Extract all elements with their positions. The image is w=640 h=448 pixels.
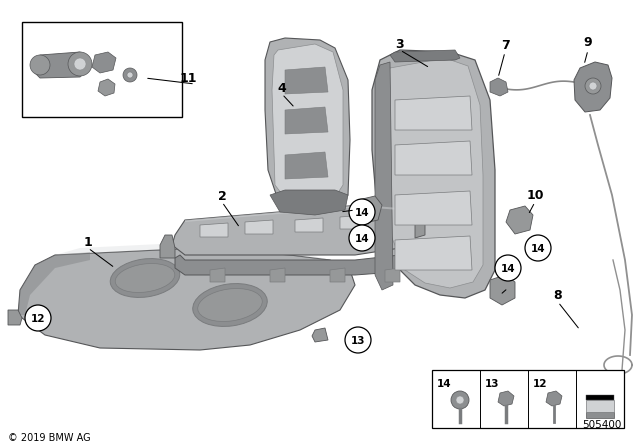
Polygon shape — [382, 58, 483, 288]
Ellipse shape — [198, 289, 262, 322]
Polygon shape — [285, 152, 328, 179]
Ellipse shape — [193, 284, 268, 327]
Bar — [22, 22, 182, 117]
Text: 2: 2 — [218, 190, 227, 202]
Text: 9: 9 — [584, 35, 592, 48]
Ellipse shape — [115, 263, 175, 293]
Polygon shape — [185, 205, 415, 222]
Polygon shape — [586, 412, 614, 418]
Polygon shape — [18, 252, 90, 315]
Circle shape — [451, 391, 469, 409]
Circle shape — [345, 327, 371, 353]
Polygon shape — [372, 50, 495, 298]
Text: 1: 1 — [84, 236, 92, 249]
Polygon shape — [272, 44, 343, 208]
Bar — [432, 370, 624, 428]
Polygon shape — [245, 220, 273, 234]
Circle shape — [123, 68, 137, 82]
Polygon shape — [410, 212, 425, 238]
Text: 3: 3 — [396, 38, 404, 51]
Polygon shape — [98, 79, 115, 96]
Text: 8: 8 — [554, 289, 563, 302]
Polygon shape — [175, 250, 415, 275]
Text: © 2019 BMW AG: © 2019 BMW AG — [8, 433, 91, 443]
Text: 11: 11 — [179, 72, 196, 85]
Text: 4: 4 — [278, 82, 286, 95]
Polygon shape — [172, 205, 415, 255]
Polygon shape — [395, 236, 472, 270]
Text: 13: 13 — [484, 379, 499, 389]
Text: 12: 12 — [31, 314, 45, 323]
Circle shape — [25, 305, 51, 331]
Polygon shape — [18, 248, 355, 350]
Polygon shape — [385, 268, 400, 282]
Polygon shape — [160, 235, 175, 258]
Circle shape — [589, 82, 597, 90]
Circle shape — [349, 199, 375, 225]
Circle shape — [74, 58, 86, 70]
Polygon shape — [490, 78, 508, 96]
Polygon shape — [586, 400, 614, 412]
Polygon shape — [210, 268, 225, 282]
Polygon shape — [92, 52, 116, 73]
Text: 14: 14 — [500, 263, 515, 273]
Polygon shape — [340, 215, 368, 229]
Polygon shape — [395, 191, 472, 225]
Circle shape — [525, 235, 551, 261]
Text: 14: 14 — [531, 244, 545, 254]
Text: 505400: 505400 — [582, 420, 622, 430]
Polygon shape — [270, 190, 348, 215]
Polygon shape — [265, 38, 350, 215]
Polygon shape — [285, 107, 328, 134]
Text: 10: 10 — [526, 189, 544, 202]
Polygon shape — [395, 141, 472, 175]
Polygon shape — [490, 275, 515, 305]
Polygon shape — [586, 395, 614, 400]
Text: 13: 13 — [351, 336, 365, 345]
Polygon shape — [546, 391, 562, 406]
Circle shape — [456, 396, 464, 404]
Polygon shape — [35, 52, 85, 78]
Polygon shape — [285, 67, 328, 94]
Text: 14: 14 — [436, 379, 451, 389]
Polygon shape — [498, 391, 514, 406]
Polygon shape — [270, 268, 285, 282]
Circle shape — [495, 255, 521, 281]
Circle shape — [30, 55, 50, 75]
Polygon shape — [295, 218, 323, 232]
Circle shape — [127, 72, 133, 78]
Polygon shape — [375, 62, 393, 290]
Text: 12: 12 — [532, 379, 547, 389]
Text: 7: 7 — [500, 39, 509, 52]
Polygon shape — [55, 242, 330, 260]
Polygon shape — [8, 310, 22, 325]
Polygon shape — [574, 62, 612, 112]
Polygon shape — [352, 196, 382, 224]
Polygon shape — [200, 223, 228, 237]
Circle shape — [68, 52, 92, 76]
Text: 14: 14 — [355, 233, 369, 244]
Polygon shape — [395, 96, 472, 130]
Polygon shape — [506, 206, 533, 234]
Text: 14: 14 — [355, 207, 369, 217]
Circle shape — [585, 78, 601, 94]
Circle shape — [349, 225, 375, 251]
Ellipse shape — [110, 258, 180, 297]
Polygon shape — [390, 50, 460, 62]
Polygon shape — [330, 268, 345, 282]
Polygon shape — [312, 328, 328, 342]
